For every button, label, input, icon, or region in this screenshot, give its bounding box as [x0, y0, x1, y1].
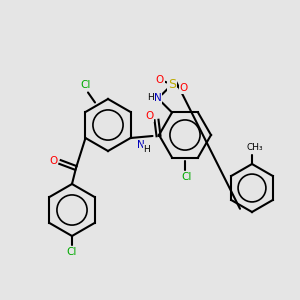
- Text: Cl: Cl: [81, 80, 91, 91]
- Text: H: H: [143, 145, 150, 154]
- Text: S: S: [168, 78, 176, 91]
- Text: O: O: [156, 76, 164, 85]
- Text: CH₃: CH₃: [247, 143, 263, 152]
- Text: Cl: Cl: [67, 247, 77, 257]
- Text: O: O: [180, 83, 188, 94]
- Text: O: O: [49, 156, 57, 166]
- Text: N: N: [136, 140, 144, 150]
- Text: N: N: [154, 94, 162, 103]
- Text: O: O: [146, 111, 154, 121]
- Text: Cl: Cl: [182, 172, 192, 182]
- Text: H: H: [147, 93, 153, 102]
